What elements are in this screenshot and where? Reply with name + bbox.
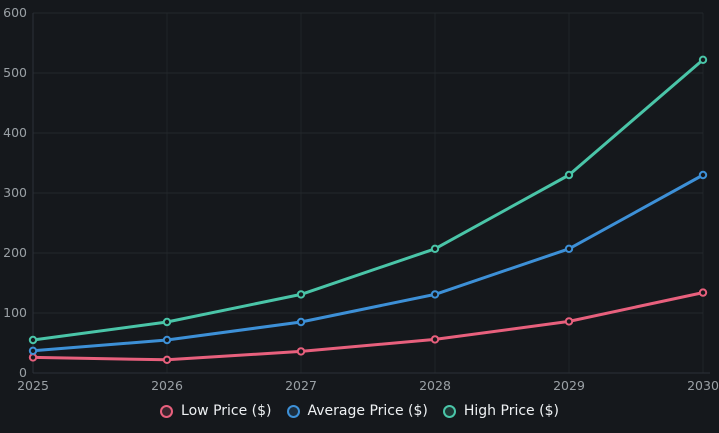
x-tick-label: 2025 <box>17 378 49 393</box>
data-point-average-price-2025 <box>28 346 38 355</box>
data-point-high-price-2029 <box>564 170 574 180</box>
y-tick-label: 0 <box>19 365 27 380</box>
data-point-average-price-2028 <box>430 290 440 299</box>
y-tick-label: 200 <box>3 245 27 260</box>
x-tick-label: 2028 <box>419 378 451 393</box>
data-point-low-price-2026 <box>162 355 172 364</box>
data-point-high-price-2028 <box>430 244 440 254</box>
data-point-average-price-2026 <box>162 335 172 345</box>
legend-item-average-price[interactable]: Average Price ($) <box>286 403 428 419</box>
y-tick-label: 100 <box>3 305 27 320</box>
legend-item-low-price[interactable]: Low Price ($) <box>160 403 272 419</box>
legend-label-low-price: Low Price ($) <box>181 403 272 419</box>
data-point-high-price-2026 <box>162 317 172 327</box>
data-point-low-price-2025 <box>28 353 38 362</box>
y-tick-label: 500 <box>3 65 27 80</box>
y-tick-label: 300 <box>3 185 27 200</box>
y-tick-label: 600 <box>3 5 27 20</box>
data-point-high-price-2027 <box>296 290 306 299</box>
x-tick-label: 2029 <box>553 378 585 393</box>
series-line-average-price <box>31 173 705 353</box>
data-point-average-price-2027 <box>296 317 306 327</box>
high-price-legend-marker-icon <box>442 404 456 418</box>
y-tick-label: 400 <box>3 125 27 140</box>
low-price-legend-marker-icon <box>160 404 174 418</box>
data-point-low-price-2030 <box>698 288 708 297</box>
series-line-low-price <box>31 291 705 362</box>
legend-label-high-price: High Price ($) <box>463 403 559 419</box>
legend-item-high-price[interactable]: High Price ($) <box>442 403 559 419</box>
data-point-high-price-2030 <box>698 55 708 64</box>
x-tick-label: 2027 <box>285 378 317 393</box>
x-tick-label: 2030 <box>687 378 719 393</box>
legend-label-average-price: Average Price ($) <box>307 403 428 419</box>
series-line-high-price <box>31 58 705 342</box>
data-point-low-price-2027 <box>296 347 306 356</box>
average-price-legend-marker-icon <box>286 404 300 418</box>
data-point-low-price-2028 <box>430 335 440 344</box>
data-point-average-price-2030 <box>698 170 708 180</box>
data-point-low-price-2029 <box>564 317 574 326</box>
chart-legend: Low Price ($) Average Price ($) High Pri… <box>0 403 719 419</box>
data-point-high-price-2025 <box>28 335 38 345</box>
data-point-average-price-2029 <box>564 244 574 254</box>
x-tick-label: 2026 <box>151 378 183 393</box>
